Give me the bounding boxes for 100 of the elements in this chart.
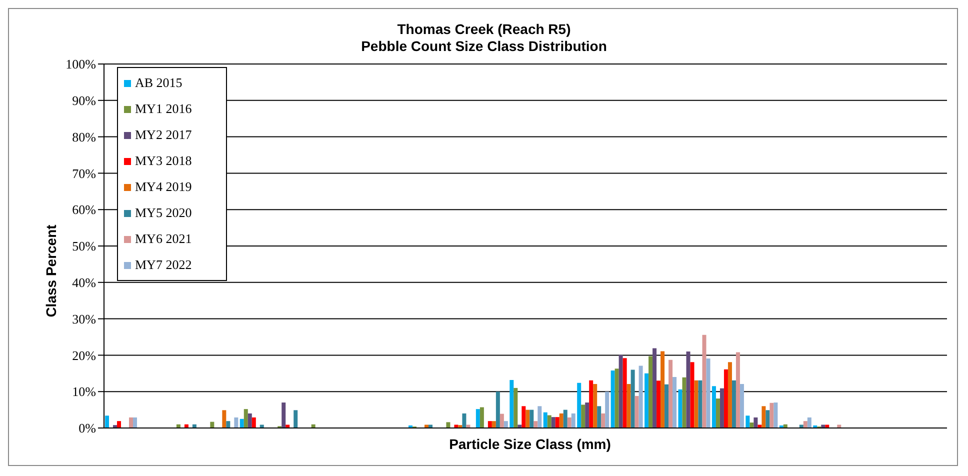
y-tick-label: 60% bbox=[72, 202, 96, 218]
bar bbox=[226, 421, 230, 428]
bar bbox=[240, 418, 244, 428]
bar bbox=[825, 424, 830, 428]
bar bbox=[234, 417, 238, 428]
bar bbox=[626, 384, 631, 428]
bar bbox=[244, 409, 248, 428]
legend-label: MY4 2019 bbox=[135, 179, 192, 195]
bar bbox=[644, 373, 649, 428]
bar bbox=[454, 424, 458, 428]
bar bbox=[698, 380, 702, 428]
bar bbox=[807, 417, 812, 428]
bar bbox=[547, 415, 552, 428]
bar bbox=[248, 413, 252, 428]
bar bbox=[750, 422, 754, 428]
bar bbox=[496, 392, 500, 428]
y-tick-label: 30% bbox=[72, 311, 96, 326]
bar bbox=[522, 406, 526, 428]
bar bbox=[799, 424, 804, 428]
bar bbox=[526, 410, 530, 428]
bar bbox=[534, 421, 538, 428]
bar bbox=[694, 380, 698, 428]
bar bbox=[618, 354, 623, 428]
bar bbox=[736, 352, 740, 428]
bar bbox=[732, 380, 736, 428]
bar bbox=[428, 424, 432, 428]
bar bbox=[652, 348, 657, 428]
bar bbox=[706, 358, 710, 428]
bar bbox=[480, 407, 484, 428]
bar bbox=[567, 417, 572, 428]
y-tick-label: 10% bbox=[72, 384, 96, 400]
bar bbox=[585, 402, 590, 428]
y-tick-label: 0% bbox=[78, 420, 96, 436]
bar bbox=[294, 410, 298, 428]
bar bbox=[664, 384, 669, 428]
bar bbox=[538, 406, 542, 428]
bar bbox=[774, 402, 778, 428]
bar bbox=[614, 368, 619, 428]
bar bbox=[577, 382, 582, 428]
bar bbox=[117, 421, 122, 428]
x-axis-title: Particle Size Class (mm) bbox=[448, 436, 612, 452]
bar bbox=[222, 410, 226, 428]
bar bbox=[720, 388, 724, 428]
bar bbox=[660, 351, 665, 428]
bar bbox=[690, 362, 694, 428]
bar bbox=[466, 424, 470, 428]
y-tick-label: 90% bbox=[72, 93, 96, 108]
bar bbox=[462, 413, 466, 428]
y-axis-title: Class Percent bbox=[43, 224, 59, 318]
legend-label: MY3 2018 bbox=[135, 153, 192, 169]
bar bbox=[634, 396, 639, 428]
y-tick-label: 70% bbox=[72, 166, 96, 181]
bar bbox=[686, 352, 690, 428]
bar bbox=[821, 424, 826, 428]
bar bbox=[740, 384, 744, 428]
bar bbox=[589, 380, 594, 428]
bar bbox=[593, 384, 598, 428]
bar bbox=[424, 424, 428, 428]
bar bbox=[446, 422, 450, 428]
bar bbox=[282, 402, 286, 428]
bar bbox=[682, 377, 686, 428]
bar bbox=[543, 412, 548, 428]
legend-label: MY5 2020 bbox=[135, 205, 192, 221]
bar bbox=[105, 416, 110, 428]
y-tick-label: 80% bbox=[72, 129, 96, 144]
bar bbox=[702, 334, 706, 428]
bar bbox=[630, 370, 635, 428]
y-tick-label: 20% bbox=[72, 348, 96, 363]
bar bbox=[638, 366, 643, 428]
bar bbox=[555, 417, 560, 428]
bar bbox=[758, 424, 762, 428]
bar bbox=[601, 413, 606, 428]
bar bbox=[260, 424, 264, 428]
y-tick-label: 100% bbox=[66, 56, 96, 72]
bar bbox=[648, 356, 653, 428]
bar bbox=[252, 417, 256, 428]
bar bbox=[803, 421, 808, 428]
legend-label: AB 2015 bbox=[135, 75, 182, 91]
legend-label: MY6 2021 bbox=[135, 231, 192, 247]
bar bbox=[668, 360, 673, 428]
bar bbox=[605, 392, 610, 428]
bar bbox=[504, 421, 508, 428]
bar bbox=[712, 386, 716, 428]
bar bbox=[622, 358, 627, 428]
bar bbox=[597, 406, 602, 428]
bar bbox=[476, 409, 480, 428]
bar bbox=[510, 380, 514, 428]
bar bbox=[518, 424, 522, 428]
bar bbox=[530, 410, 534, 428]
bar bbox=[551, 417, 556, 428]
bar bbox=[559, 413, 564, 428]
bar bbox=[571, 413, 576, 428]
bar bbox=[500, 414, 504, 428]
bar bbox=[563, 410, 568, 428]
chart-subtitle: Pebble Count Size Class Distribution bbox=[360, 38, 608, 55]
bar bbox=[837, 424, 842, 428]
legend-label: MY2 2017 bbox=[135, 127, 192, 143]
y-tick-label: 50% bbox=[72, 238, 96, 254]
legend-label: MY7 2022 bbox=[135, 257, 192, 273]
bar bbox=[514, 388, 518, 428]
